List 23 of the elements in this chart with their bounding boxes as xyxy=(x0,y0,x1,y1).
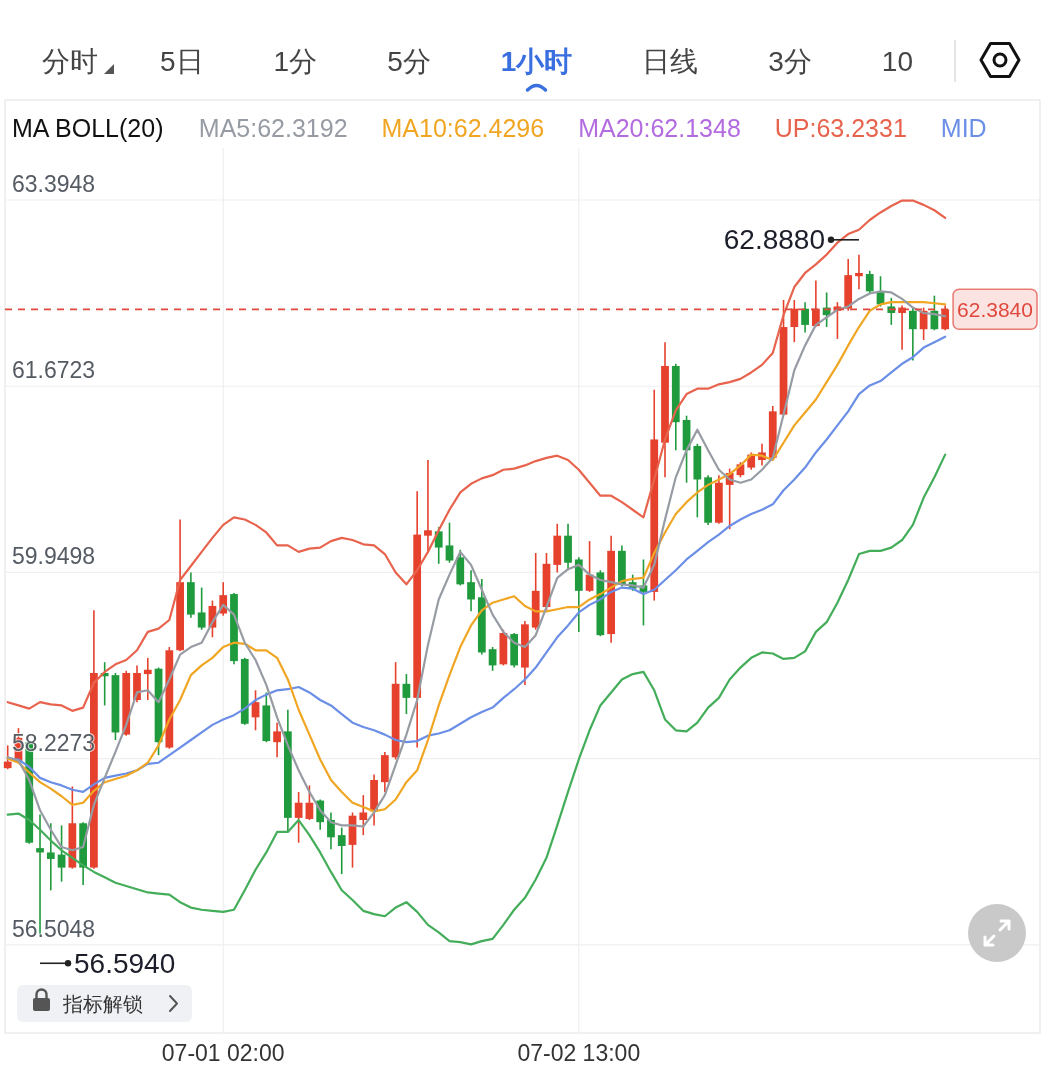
legend-label: MA20:62.1348 xyxy=(578,114,741,142)
text: 3分 xyxy=(768,46,812,77)
text: MA10:62.4296 xyxy=(381,114,545,142)
y-tick-label: 59.9498 xyxy=(12,543,96,570)
x-tick-label: 07-02 13:00 xyxy=(517,1040,641,1066)
text: 1小时 xyxy=(500,46,573,77)
x-tick-label: 07-01 02:00 xyxy=(161,1040,285,1066)
text: MA5:62.3192 xyxy=(198,114,348,142)
y-tick-label: 63.3948 xyxy=(12,171,96,198)
annotation: 指标解锁 xyxy=(62,993,143,1015)
text: 1分 xyxy=(273,46,318,77)
ref-line-label: 62.3840 xyxy=(957,297,1033,321)
text: MID xyxy=(940,114,987,142)
text: 5分 xyxy=(387,46,431,77)
text: 分时 xyxy=(42,46,98,77)
text: 10 xyxy=(881,46,914,77)
text: UP:63.2331 xyxy=(774,114,907,142)
annotation: 56.5940 xyxy=(74,947,176,979)
annotation: 62.8880 xyxy=(723,224,825,256)
y-tick-label: 61.6723 xyxy=(12,357,96,384)
legend-title: MA BOLL(20) xyxy=(12,114,164,142)
text: 日线 xyxy=(642,46,699,77)
text: 5日 xyxy=(160,46,204,77)
